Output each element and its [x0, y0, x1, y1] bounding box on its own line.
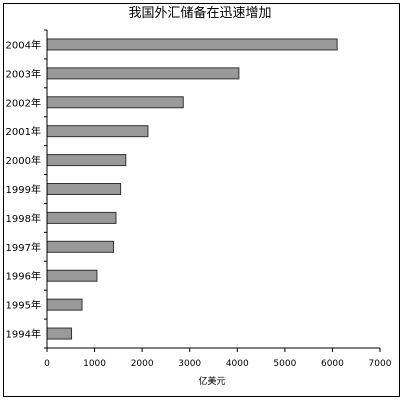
y-tick-label: 1997年 [6, 241, 41, 254]
bar-1996年 [46, 269, 98, 282]
y-tick-label: 1999年 [6, 183, 41, 196]
bar-2000年 [46, 154, 127, 167]
y-tick-label: 2001年 [6, 125, 41, 138]
y-tick-label: 1994年 [6, 328, 41, 341]
x-tick-label: 6000 [321, 359, 344, 369]
x-tick-label: 4000 [226, 359, 249, 369]
bar-1994年 [46, 327, 73, 340]
y-tick-label: 2002年 [6, 96, 41, 109]
y-tick-label: 1998年 [6, 212, 41, 225]
y-tick-label: 1996年 [6, 270, 41, 283]
bar-1999年 [46, 183, 122, 195]
x-tick-label: 3000 [178, 359, 201, 369]
bar-1997年 [46, 240, 115, 253]
y-tick-label: 2003年 [6, 67, 41, 80]
y-tick-label: 2000年 [6, 154, 41, 167]
x-tick-label: 5000 [273, 359, 296, 369]
bar-1995年 [46, 298, 83, 311]
bar-1998年 [46, 211, 117, 224]
x-tick-label: 7000 [369, 359, 392, 369]
ticks-layer: 1994年 1995年 1996年 1997年 1998年 1999年 2000年 2001年… [6, 29, 392, 369]
y-tick-label: 2004年 [6, 38, 41, 51]
x-tick-label: 0 [44, 359, 50, 369]
bar-2003年 [46, 67, 240, 80]
x-tick-label: 2000 [131, 359, 154, 369]
bars-layer [46, 38, 338, 340]
x-tick-label: 1000 [83, 359, 106, 369]
y-tick-label: 1995年 [6, 299, 41, 312]
bar-2002年 [46, 96, 184, 109]
bar-2004年 [46, 38, 338, 51]
bar-2001年 [46, 125, 149, 138]
chart-title: 我国外汇储备在迅速增加 [128, 5, 271, 21]
x-axis-label: 亿美元 [198, 375, 225, 387]
